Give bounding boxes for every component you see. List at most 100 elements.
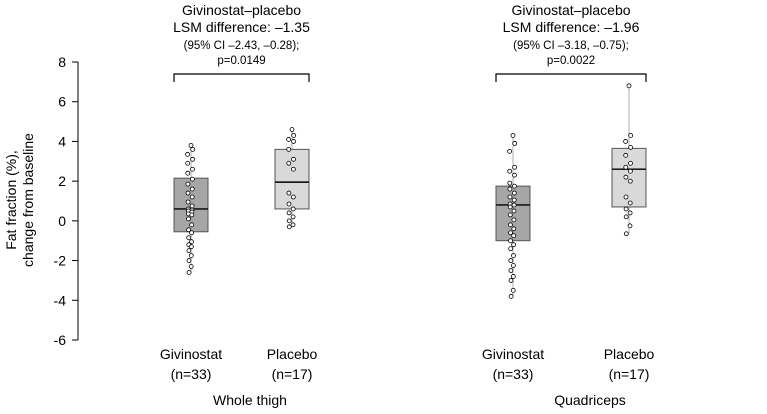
data-point [290,166,296,172]
data-point [190,166,195,172]
data-point [286,160,292,166]
significance-bracket [495,73,647,82]
category-label: Givinostat [482,346,544,362]
data-point [510,133,516,138]
data-point [510,287,516,293]
comparison-p-value: p=0.0022 [547,55,595,67]
data-point [290,206,296,212]
data-point [510,274,516,279]
data-point [190,156,196,162]
data-point [507,168,513,174]
data-point [189,203,195,209]
data-point [291,139,297,144]
significance-bracket [173,73,310,82]
data-point [511,242,516,248]
data-point [189,222,195,228]
data-point [623,139,628,144]
data-point [627,178,633,184]
data-point [623,174,629,180]
data-point [511,233,517,239]
data-point [186,227,192,233]
comparison-lsm: LSM difference: –1.35 [173,19,310,35]
data-point [508,230,513,236]
data-point [623,231,629,237]
data-point [627,210,633,216]
data-point [286,146,292,152]
data-point [186,270,192,275]
data-point [186,235,192,241]
data-point [289,127,295,132]
data-point [508,258,514,263]
data-point [188,142,194,148]
data-point [511,202,517,208]
y-tick-label: 4 [58,133,66,149]
comparison-lsm: LSM difference: –1.96 [503,19,640,35]
data-point [291,133,297,138]
category-label: Placebo [604,346,655,362]
data-point [512,164,517,170]
data-point [508,293,514,299]
data-point [511,197,517,203]
data-point [508,238,514,244]
category-label: Placebo [267,346,318,362]
data-point [511,190,517,196]
data-point [185,151,191,157]
box-1-1: Placebo (n=17) [604,83,655,382]
data-point [508,268,514,273]
box-iqr [611,147,647,208]
data-point [511,208,517,214]
data-point [188,244,194,250]
data-point [185,190,191,196]
comparison-ci: (95% CI –3.18, –0.75); [513,40,629,52]
data-point [286,218,292,224]
box-iqr [495,185,531,242]
data-point [286,224,292,230]
data-point [290,194,296,200]
data-point [189,230,195,236]
data-point [291,156,296,162]
data-point [512,183,517,189]
data-point [507,212,513,218]
data-point [286,190,292,196]
comparison-title: Givinostat–placebo [182,2,301,18]
data-point [628,144,633,150]
data-point [189,239,194,245]
box-0-1: Placebo (n=17) [267,127,318,382]
data-point [623,214,629,220]
data-point [628,160,633,166]
group-label: Whole thigh [213,392,287,408]
y-axis-ticks: -6 -4 -2 0 2 4 6 8 [54,54,78,348]
data-point [507,222,513,228]
data-point [508,278,514,283]
data-point [626,83,632,89]
data-point [189,186,195,192]
category-n-label: (n=33) [171,366,212,382]
data-point [190,146,196,152]
data-point [186,216,191,222]
data-point [189,176,195,182]
y-tick-label: 0 [58,213,66,229]
data-point [512,141,518,146]
data-point [623,164,629,170]
data-point [286,137,292,142]
data-point [189,212,195,218]
box-0-0: Givinostat (n=33) [160,142,222,382]
y-tick-label: 8 [58,54,66,70]
data-point [290,222,296,228]
data-point [186,258,192,263]
data-point [185,170,191,176]
data-point [188,264,194,269]
comparison-ci: (95% CI –2.43, –0.28); [184,40,300,52]
y-tick-label: 6 [58,94,66,110]
data-point [627,223,633,229]
data-point [188,253,194,259]
data-point [507,180,513,186]
comparison-p-value: p=0.0149 [217,55,265,67]
data-point [628,133,634,138]
data-point [507,194,513,200]
